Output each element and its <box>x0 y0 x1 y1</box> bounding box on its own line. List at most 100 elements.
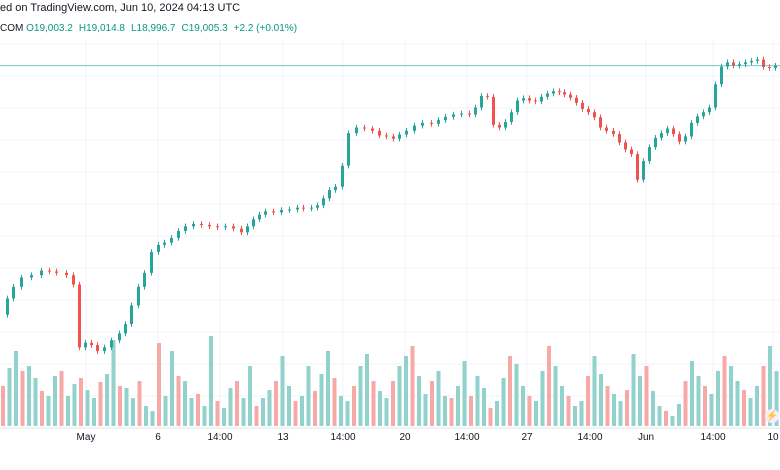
candle-body <box>498 124 501 128</box>
candle-body <box>575 97 578 103</box>
candle-body <box>240 228 243 233</box>
candle-body <box>316 205 319 208</box>
candle-body <box>302 207 305 209</box>
candle-body <box>30 275 33 278</box>
volume-bar <box>417 376 421 426</box>
volume-bar <box>7 368 12 426</box>
volume-bar <box>716 371 720 426</box>
volume-bar <box>59 371 64 426</box>
volume-bar <box>579 401 584 426</box>
lightning-icon[interactable]: ⚡ <box>765 409 779 423</box>
candle-body <box>6 298 9 315</box>
candle-body <box>654 137 657 148</box>
volume-bar <box>592 356 597 426</box>
candle-body <box>569 94 572 98</box>
volume-bar <box>378 391 382 426</box>
volume-bar <box>98 382 103 426</box>
volume-bar <box>482 388 486 426</box>
candle-body <box>150 251 153 273</box>
candle-body <box>504 121 507 128</box>
volume-bar <box>248 366 252 426</box>
candle-body <box>118 333 121 341</box>
candle-body <box>103 347 106 352</box>
volume-bar <box>631 354 636 426</box>
volume-bar <box>495 401 499 426</box>
volume-bar <box>514 364 519 426</box>
volume-bar <box>410 346 415 426</box>
volume-bar <box>449 398 454 426</box>
candle-body <box>258 214 261 220</box>
candle-body <box>684 136 687 142</box>
volume-bar <box>118 386 122 426</box>
x-tick-label: 14:00 <box>700 432 725 443</box>
candle-body <box>732 62 735 66</box>
candle-body <box>378 130 381 136</box>
candle-body <box>48 270 51 272</box>
volume-bar <box>92 398 96 426</box>
candle-body <box>341 165 344 187</box>
volume-bar <box>339 396 343 426</box>
candle-body <box>720 66 723 85</box>
candle-body <box>528 98 531 101</box>
volume-bar <box>228 388 233 426</box>
volume-bar <box>443 396 447 426</box>
ohlc-legend: COM O19,003.2 H19,014.8 L18,996.7 C19,005.3… <box>0 22 297 36</box>
candle-body <box>310 207 313 209</box>
volume-bar <box>735 381 740 426</box>
volume-bar <box>157 343 161 426</box>
volume-bar <box>66 396 70 426</box>
volume-bar <box>300 396 304 426</box>
volume-bar <box>20 371 25 426</box>
candle-body <box>40 270 43 276</box>
volume-bar <box>267 390 272 426</box>
candle-body <box>272 211 275 213</box>
volume-bar <box>586 376 590 426</box>
volume-bar <box>46 396 51 426</box>
volume-bar <box>690 361 694 426</box>
candle-body <box>581 102 584 109</box>
volume-bar <box>664 411 668 426</box>
candle-body <box>184 226 187 231</box>
candle-body <box>385 135 388 137</box>
volume-bar <box>534 401 538 426</box>
candle-body <box>328 189 331 199</box>
candle-body <box>65 272 68 276</box>
volume-bar <box>651 391 655 426</box>
candle-body <box>768 67 771 69</box>
candle-body <box>137 286 140 306</box>
volume-bar <box>306 366 311 426</box>
candle-body <box>672 128 675 135</box>
volume-bar <box>462 361 467 426</box>
candle-body <box>593 112 596 118</box>
volume-bar <box>644 366 649 426</box>
candle-body <box>163 242 166 245</box>
volume-bar <box>358 366 363 426</box>
volume-bar <box>183 381 187 426</box>
volume-bar <box>111 340 116 426</box>
volume-bar <box>683 381 688 426</box>
candle-body <box>605 127 608 131</box>
volume-bar <box>677 404 681 426</box>
candle-body <box>437 120 440 124</box>
candle-body <box>110 340 113 348</box>
candle-body <box>430 122 433 124</box>
volume-bar <box>293 401 298 426</box>
candle-body <box>84 342 87 348</box>
x-tick-label: Jun <box>638 432 654 443</box>
candle-body <box>200 223 203 225</box>
volume-bar <box>144 406 148 426</box>
volume-bar <box>274 381 278 426</box>
candle-body <box>20 277 23 287</box>
volume-bar <box>384 398 389 426</box>
volume-bar <box>560 386 564 426</box>
volume-bar <box>755 386 759 426</box>
volume-bar <box>430 381 434 426</box>
candle-body <box>516 100 519 113</box>
volume-bar <box>527 396 532 426</box>
x-tick-label: 14:00 <box>207 432 232 443</box>
candle-body <box>177 230 180 238</box>
volume-bar <box>131 398 135 426</box>
candle-body <box>355 127 358 134</box>
candle-body <box>232 226 235 229</box>
